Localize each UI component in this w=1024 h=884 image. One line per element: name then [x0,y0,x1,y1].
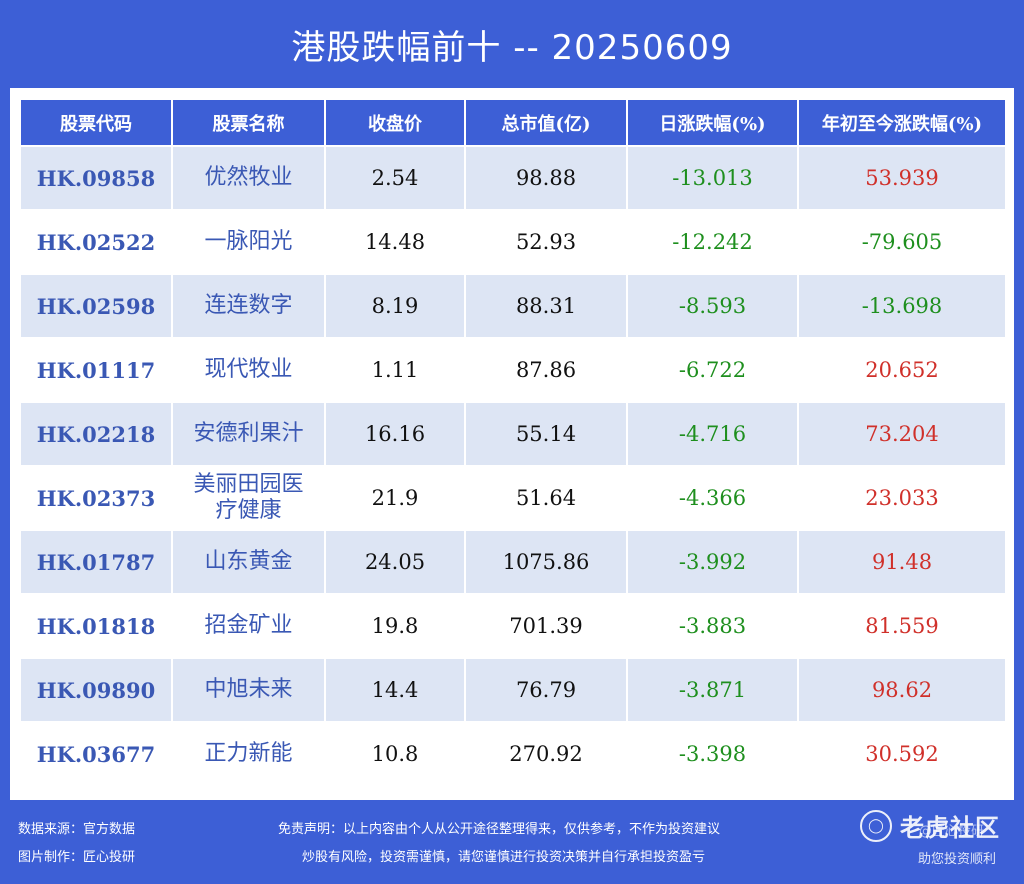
day-change: -3.992 [626,529,799,595]
disclaimer-line-2: 炒股有风险，投资需谨慎，请您谨慎进行投资决策并自行承担投资盈亏 [302,850,706,865]
footer: 数据来源：官方数据 图片制作：匠心投研 免责声明：以上内容由个人从公开途径整理得… [0,800,1024,884]
table-row: HK.02522 一脉阳光 14.48 52.93 -12.242 -79.60… [19,209,1007,275]
stock-name: 连连数字 [171,273,326,339]
day-change: -12.242 [626,209,799,275]
ytd-change: 30.592 [797,721,1007,787]
day-change: -3.871 [626,657,799,723]
tiger-logo-icon: ◯ [860,809,892,842]
market-cap: 270.92 [464,721,628,787]
data-source: 数据来源：官方数据 [18,822,136,837]
day-change: -3.398 [626,721,799,787]
header-day-change: 日涨跌幅(%) [626,98,799,147]
stock-code: HK.01787 [19,529,173,595]
stock-name: 安德利果汁 [171,401,326,467]
ytd-change: 23.033 [797,465,1007,531]
stock-name: 优然牧业 [171,145,326,211]
stock-table: 股票代码 股票名称 收盘价 总市值(亿) 日涨跌幅(%) 年初至今涨跌幅(%) … [19,98,1007,787]
watermark-text: 老虎社区 [900,814,1000,842]
stock-code: HK.01117 [19,337,173,403]
market-cap: 51.64 [464,465,628,531]
day-change: -3.883 [626,593,799,659]
header-code: 股票代码 [19,98,173,147]
ytd-change: 98.62 [797,657,1007,723]
ytd-change: 81.559 [797,593,1007,659]
stock-code: HK.02218 [19,401,173,467]
ytd-change: 53.939 [797,145,1007,211]
market-cap: 87.86 [464,337,628,403]
header-close: 收盘价 [324,98,466,147]
day-change: -8.593 [626,273,799,339]
stock-name: 现代牧业 [171,337,326,403]
stock-name: 招金矿业 [171,593,326,659]
day-change: -13.013 [626,145,799,211]
market-cap: 1075.86 [464,529,628,595]
table-row: HK.09858 优然牧业 2.54 98.88 -13.013 53.939 [19,145,1007,211]
stock-name: 正力新能 [171,721,326,787]
ytd-change: -79.605 [797,209,1007,275]
close-price: 14.48 [324,209,466,275]
table-row: HK.01117 现代牧业 1.11 87.86 -6.722 20.652 [19,337,1007,403]
close-price: 16.16 [324,401,466,467]
close-price: 19.8 [324,593,466,659]
market-cap: 55.14 [464,401,628,467]
market-cap: 701.39 [464,593,628,659]
ytd-change: 73.204 [797,401,1007,467]
stock-code: HK.01818 [19,593,173,659]
header-name: 股票名称 [171,98,326,147]
ytd-change: -13.698 [797,273,1007,339]
table-row: HK.02373 美丽田园医疗健康 21.9 51.64 -4.366 23.0… [19,465,1007,531]
stock-code: HK.02522 [19,209,173,275]
stock-name: 山东黄金 [171,529,326,595]
table-row: HK.01787 山东黄金 24.05 1075.86 -3.992 91.48 [19,529,1007,595]
close-price: 10.8 [324,721,466,787]
table-row: HK.02218 安德利果汁 16.16 55.14 -4.716 73.204 [19,401,1007,467]
image-maker: 图片制作：匠心投研 [18,850,136,865]
close-price: 1.11 [324,337,466,403]
market-cap: 76.79 [464,657,628,723]
watermark: ◯ 老虎社区 [860,808,1000,843]
disclaimer-line-1: 免责声明：以上内容由个人从公开途径整理得来，仅供参考，不作为投资建议 [278,822,721,837]
table-row: HK.02598 连连数字 8.19 88.31 -8.593 -13.698 [19,273,1007,339]
table-header-row: 股票代码 股票名称 收盘价 总市值(亿) 日涨跌幅(%) 年初至今涨跌幅(%) [19,98,1007,147]
stock-code: HK.02598 [19,273,173,339]
table-row: HK.03677 正力新能 10.8 270.92 -3.398 30.592 [19,721,1007,787]
ytd-change: 91.48 [797,529,1007,595]
stock-code: HK.02373 [19,465,173,531]
close-price: 14.4 [324,657,466,723]
stock-code: HK.09890 [19,657,173,723]
slogan: 助您投资顺利 [918,852,997,867]
stock-name: 中旭未来 [171,657,326,723]
day-change: -4.716 [626,401,799,467]
stock-name: 一脉阳光 [171,209,326,275]
stock-code: HK.09858 [19,145,173,211]
close-price: 21.9 [324,465,466,531]
day-change: -6.722 [626,337,799,403]
close-price: 8.19 [324,273,466,339]
close-price: 24.05 [324,529,466,595]
header-ytd-change: 年初至今涨跌幅(%) [797,98,1007,147]
header-market-cap: 总市值(亿) [464,98,628,147]
market-cap: 98.88 [464,145,628,211]
stock-name: 美丽田园医疗健康 [171,465,326,531]
table-row: HK.09890 中旭未来 14.4 76.79 -3.871 98.62 [19,657,1007,723]
market-cap: 88.31 [464,273,628,339]
stock-table-panel: 股票代码 股票名称 收盘价 总市值(亿) 日涨跌幅(%) 年初至今涨跌幅(%) … [10,88,1014,800]
table-row: HK.01818 招金矿业 19.8 701.39 -3.883 81.559 [19,593,1007,659]
market-cap: 52.93 [464,209,628,275]
author-handle: @匠心投研 [919,824,985,839]
stock-name-text: 美丽田园医疗健康 [193,472,304,523]
ytd-change: 20.652 [797,337,1007,403]
stock-code: HK.03677 [19,721,173,787]
page-title: 港股跌幅前十 -- 20250609 [291,27,733,68]
close-price: 2.54 [324,145,466,211]
day-change: -4.366 [626,465,799,531]
